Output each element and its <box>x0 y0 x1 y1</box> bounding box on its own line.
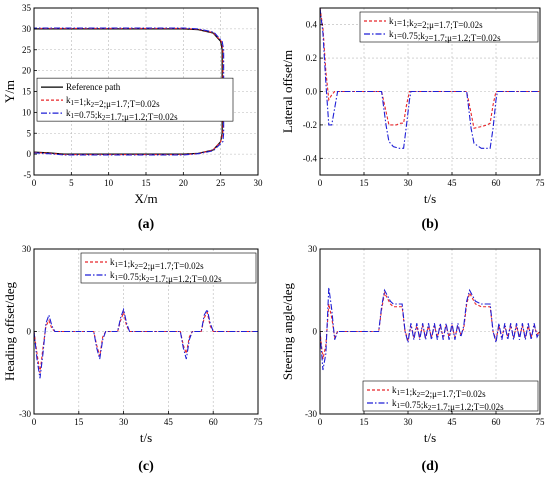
y-tick-label: 0 <box>313 327 318 337</box>
x-tick-label: 45 <box>164 417 174 427</box>
y-axis-label: Y/m <box>2 80 17 103</box>
y-tick-label: 10 <box>22 107 32 117</box>
legend: k1=1;k2=2;μ=1.7;T=0.02sk1=0.75;k2=1.7;μ=… <box>362 380 539 412</box>
x-tick-label: 0 <box>32 178 37 188</box>
x-tick-label: 45 <box>448 417 458 427</box>
panel-caption: (b) <box>421 217 438 232</box>
y-tick-label: -30 <box>19 409 31 419</box>
panel-caption: (d) <box>421 459 438 474</box>
y-tick-label: 30 <box>308 244 318 254</box>
x-tick-label: 15 <box>360 417 370 427</box>
y-tick-label: 30 <box>22 244 32 254</box>
legend-box <box>362 380 539 412</box>
x-axis-label: t/s <box>424 430 436 445</box>
legend-label: k1=1;k2=2;μ=1.7;T=0.02s <box>392 385 486 399</box>
legend-label: k1=1;k2=2;μ=1.7;T=0.02s <box>110 257 204 271</box>
series-line-2 <box>320 287 540 371</box>
y-tick-label: 0 <box>27 149 32 159</box>
legend-box <box>359 11 539 43</box>
x-axis-label: t/s <box>424 191 436 206</box>
x-axis-label: t/s <box>140 430 152 445</box>
series-line-1 <box>320 291 540 360</box>
x-tick-label: 60 <box>492 417 502 427</box>
legend-label: k1=0.75;k2=1.7;μ=1.2;T=0.02s <box>389 29 501 43</box>
legend-box <box>36 77 234 122</box>
legend-label: k1=0.75;k2=1.7;μ=1.2;T=0.02s <box>66 108 178 122</box>
y-tick-label: -30 <box>305 409 317 419</box>
legend-label: k1=0.75;k2=1.7;μ=1.2;T=0.02s <box>110 270 222 284</box>
panel-caption: (a) <box>138 217 155 232</box>
y-tick-label: -5 <box>24 170 32 180</box>
legend: k1=1;k2=2;μ=1.7;T=0.02sk1=0.75;k2=1.7;μ=… <box>80 252 257 284</box>
x-tick-label: 75 <box>536 417 546 427</box>
y-tick-label: 35 <box>22 3 32 13</box>
y-tick-label: 15 <box>22 87 32 97</box>
x-tick-label: 20 <box>179 178 189 188</box>
x-tick-label: 15 <box>360 178 370 188</box>
x-tick-label: 30 <box>119 417 129 427</box>
x-tick-label: 30 <box>404 417 414 427</box>
x-tick-label: 60 <box>492 178 502 188</box>
series-line-1 <box>320 8 540 129</box>
x-axis-label: X/m <box>134 191 157 206</box>
legend: Reference path k1=1;k2=2;μ=1.7;T=0.02sk1=… <box>36 77 234 122</box>
y-tick-label: 0.2 <box>306 53 317 63</box>
x-tick-label: 75 <box>536 178 546 188</box>
x-tick-label: 5 <box>69 178 74 188</box>
legend-label: k1=0.75;k2=1.7;μ=1.2;T=0.02s <box>392 398 504 412</box>
legend-label: Reference path <box>66 82 121 92</box>
series-line-3 <box>34 27 225 156</box>
x-tick-label: 30 <box>254 178 264 188</box>
y-tick-label: 0 <box>27 327 32 337</box>
y-tick-label: 5 <box>27 128 32 138</box>
series-line-2 <box>34 307 258 379</box>
x-tick-label: 45 <box>448 178 458 188</box>
x-tick-label: 0 <box>32 417 37 427</box>
y-axis-label: Lateral offset/m <box>280 50 295 133</box>
legend-label: k1=1;k2=2;μ=1.7;T=0.02s <box>389 16 483 30</box>
y-tick-label: 0.0 <box>306 87 318 97</box>
x-tick-label: 10 <box>104 178 114 188</box>
legend-label: k1=1;k2=2;μ=1.7;T=0.02s <box>66 95 160 109</box>
x-tick-label: 60 <box>209 417 219 427</box>
x-tick-label: 75 <box>254 417 264 427</box>
panel-caption: (c) <box>138 459 154 474</box>
x-tick-label: 25 <box>216 178 226 188</box>
y-tick-label: 25 <box>22 45 32 55</box>
y-tick-label: 0.4 <box>306 20 318 30</box>
x-tick-label: 15 <box>74 417 84 427</box>
legend: k1=1;k2=2;μ=1.7;T=0.02sk1=0.75;k2=1.7;μ=… <box>359 11 539 43</box>
series-line-1 <box>34 310 258 373</box>
chart-panel-b: 0 15 30 45 60 75 -0.4 -0.2 0.0 0.2 0.4 t/s Lateral o… <box>280 7 546 232</box>
y-tick-label: -0.4 <box>303 153 318 163</box>
y-axis-label: Steering angle/deg <box>280 282 295 380</box>
y-axis-label: Heading offset/deg <box>2 281 17 381</box>
legend-box <box>80 252 257 284</box>
x-tick-label: 0 <box>318 417 323 427</box>
x-tick-label: 15 <box>142 178 152 188</box>
x-tick-label: 30 <box>404 178 414 188</box>
y-tick-label: 20 <box>22 66 32 76</box>
x-tick-label: 0 <box>318 178 323 188</box>
y-tick-label: -0.2 <box>303 120 317 130</box>
y-tick-label: 30 <box>22 24 32 34</box>
series-line-2 <box>320 8 540 149</box>
